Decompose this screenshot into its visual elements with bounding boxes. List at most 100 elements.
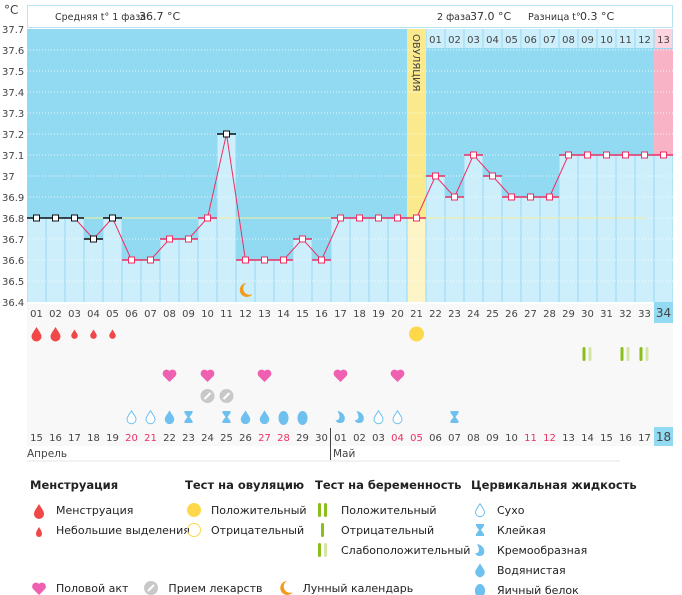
legend-label: Менструация [56, 503, 134, 517]
month-label: Май [333, 448, 355, 460]
temperature-column [179, 239, 198, 302]
cervical-watery-icon [164, 410, 175, 425]
luteal-day-cell [502, 29, 521, 48]
cycle-day-label: 15 [296, 309, 309, 320]
luteal-day-cell [654, 29, 673, 48]
cycle-day-label: 12 [239, 309, 252, 320]
date-label: 26 [239, 433, 252, 444]
luteal-day-cell [578, 29, 597, 48]
ovulation-column [407, 29, 426, 218]
temperature-column [331, 218, 350, 302]
luteal-day-cell [426, 29, 445, 48]
menstruation-drop-icon [50, 327, 61, 342]
header-box [27, 5, 673, 28]
luteal-day-cell [521, 29, 540, 48]
pregnancy-test-icon [645, 347, 649, 361]
cycle-day-label: 09 [182, 309, 195, 320]
cycle-day-label: 25 [486, 309, 499, 320]
cycle-day-label: 32 [619, 309, 632, 320]
temperature-point [451, 193, 458, 201]
cycle-day-label: 11 [220, 309, 233, 320]
temperature-point [375, 214, 382, 222]
legend-title: Цервикальная жидкость [471, 478, 637, 492]
legend-label: Яичный белок [497, 583, 579, 595]
luteal-day-cell [616, 29, 635, 48]
date-label: 30 [315, 433, 328, 444]
date-label: 14 [581, 433, 594, 444]
diff-label: Разница t° [528, 12, 581, 23]
menstruation-drop-icon [34, 504, 44, 519]
diff-value: 0.3 °C [580, 10, 614, 23]
cervical-creamy-icon [475, 544, 485, 557]
temperature-column [597, 155, 616, 302]
cycle-day-label: 21 [410, 309, 423, 320]
cycle-day-label: 20 [391, 309, 404, 320]
luteal-day-label: 05 [505, 35, 518, 46]
luteal-day-label: 09 [581, 35, 594, 46]
temperature-point [90, 235, 97, 243]
date-label: 29 [296, 433, 309, 444]
current-day-highlight [654, 302, 673, 323]
temperature-column [122, 260, 141, 302]
cycle-day-label: 29 [562, 309, 575, 320]
pregnancy-test-icon [620, 347, 624, 361]
cycle-day-label: 19 [372, 309, 385, 320]
ovulation-positive-icon [187, 503, 201, 517]
moon-icon [239, 283, 253, 297]
legend-label: Положительный [341, 503, 437, 517]
y-tick-label: 36.4 [2, 298, 24, 309]
legend-pregnancy-test: Тест на беременность Положительный Отриц… [315, 478, 470, 560]
date-label: 12 [543, 433, 556, 444]
temperature-column [521, 197, 540, 302]
legend-label: Половой акт [56, 581, 129, 595]
temperature-point [185, 235, 192, 243]
pregnancy-positive-icon [318, 503, 327, 517]
luteal-day-cell [559, 29, 578, 48]
cervical-dry-icon [126, 409, 137, 425]
y-tick-label: 37.3 [2, 109, 24, 120]
luteal-day-label: 03 [467, 35, 480, 46]
cervical-eggwhite-icon [475, 584, 485, 595]
temperature-column [350, 218, 369, 302]
temperature-point [318, 256, 325, 264]
cycle-day-label: 23 [448, 309, 461, 320]
phase2-value: 37.0 °C [470, 10, 511, 23]
y-tick-label: 36.9 [2, 193, 24, 204]
cervical-watery-icon [259, 410, 270, 425]
cervical-watery-icon [475, 563, 485, 578]
heart-icon [200, 369, 215, 382]
date-label: 08 [467, 433, 480, 444]
luteal-day-cell [635, 29, 654, 48]
cervical-sticky-icon [450, 411, 459, 423]
temperature-column [502, 197, 521, 302]
pregnancy-test-icon [582, 347, 586, 361]
cervical-watery-icon [240, 410, 251, 425]
cycle-day-label: 24 [467, 309, 480, 320]
phase1-label: Средняя t° 1 фаза [55, 12, 146, 23]
cervical-creamy-icon [335, 411, 345, 424]
cycle-day-label: 16 [315, 309, 328, 320]
pregnancy-weak-icon [318, 543, 327, 557]
pill-icon-slash [222, 392, 231, 400]
menstruation-drop-icon [71, 329, 78, 339]
legend-label: Положительный [211, 503, 307, 517]
luteal-day-cell [445, 29, 464, 48]
y-tick-label: 37.7 [2, 25, 24, 36]
date-label: 23 [182, 433, 195, 444]
cycle-day-label: 06 [125, 309, 138, 320]
temperature-point [413, 214, 420, 222]
cervical-dry-icon [373, 409, 384, 425]
temperature-column [388, 218, 407, 302]
legend-menstruation: Менструация Менструация Небольшие выделе… [30, 478, 190, 540]
cycle-day-label: 26 [505, 309, 518, 320]
cycle-day-label: 34 [656, 306, 671, 320]
temperature-point [52, 214, 59, 222]
luteal-day-cell [464, 29, 483, 48]
temperature-point [166, 235, 173, 243]
legend-label: Водянистая [497, 563, 566, 577]
date-label: 27 [258, 433, 271, 444]
temperature-point [508, 193, 515, 201]
temperature-point [527, 193, 534, 201]
luteal-day-label: 12 [638, 35, 651, 46]
cervical-creamy-icon [475, 544, 485, 557]
